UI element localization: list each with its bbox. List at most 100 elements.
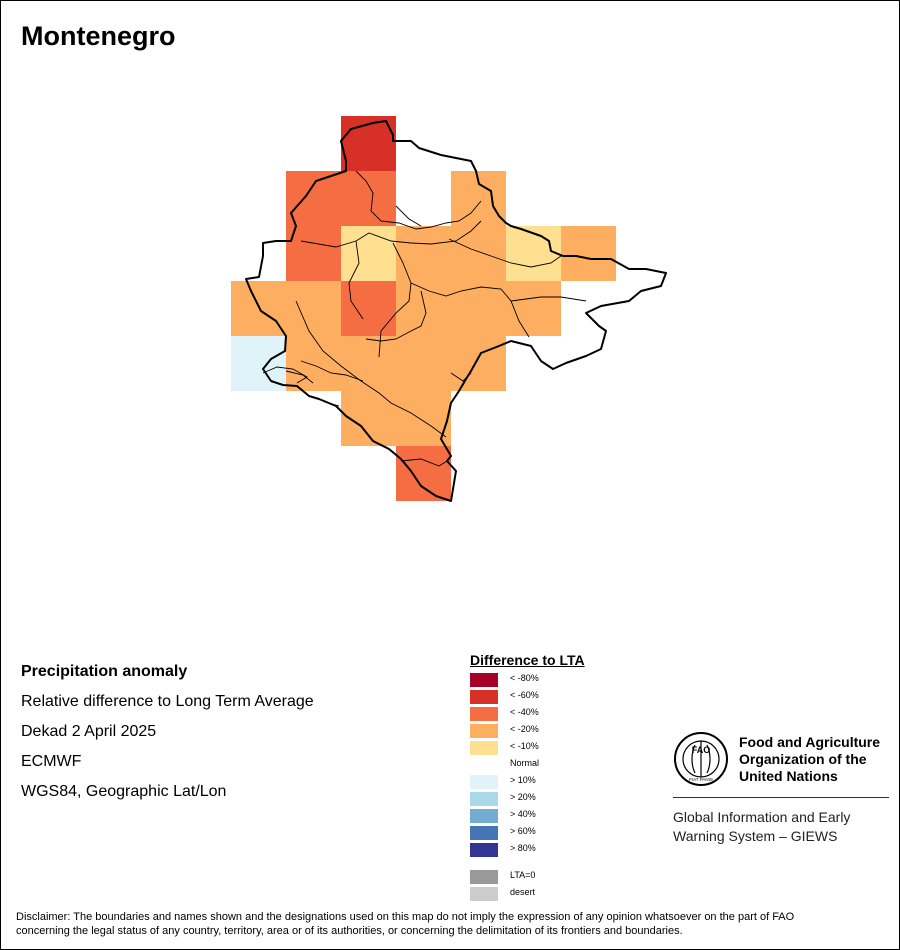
legend-title: Difference to LTA	[470, 652, 585, 668]
fao-logo-icon: FAO FIAT PANIS	[674, 732, 728, 786]
internal-boundary	[410, 282, 530, 338]
legend-item: < -40%	[470, 706, 670, 723]
grid-cell	[396, 281, 451, 336]
legend-label: LTA=0	[510, 870, 536, 880]
legend-item: > 80%	[470, 842, 670, 859]
legend-label: < -40%	[510, 707, 539, 717]
legend: Difference to LTA < -80% < -60% < -40% < -2…	[470, 652, 670, 903]
map-title: Montenegro	[21, 21, 176, 51]
disclaimer-line: Disclaimer: The boundaries and names sho…	[16, 911, 795, 923]
legend-swatch	[470, 690, 498, 704]
fao-name-line: Food and Agriculture	[739, 733, 881, 750]
fao-name-line: United Nations	[739, 767, 838, 784]
legend-label: Normal	[510, 758, 540, 768]
internal-boundary	[318, 398, 340, 407]
grid-cell	[341, 336, 396, 391]
legend-label: > 80%	[510, 843, 536, 853]
disclaimer: Disclaimer: The boundaries and names sho…	[16, 910, 886, 938]
grid-cell	[396, 336, 451, 391]
map-canvas	[231, 116, 667, 502]
legend-label: < -60%	[510, 690, 539, 700]
info-line: Relative difference to Long Term Average	[21, 693, 314, 710]
giews-line: Global Information and Early	[673, 809, 851, 825]
grid-cell	[286, 336, 341, 391]
giews-line: Warning System – GIEWS	[673, 828, 838, 844]
internal-boundary	[378, 242, 412, 358]
legend-swatch	[470, 724, 498, 738]
legend-item: > 20%	[470, 791, 670, 808]
grid-cell	[231, 336, 286, 391]
grid-cell	[231, 281, 286, 336]
fao-logo-text: FAO	[692, 745, 711, 755]
info-heading: Precipitation anomaly	[21, 663, 188, 680]
legend-item: < -20%	[470, 723, 670, 740]
legend-label: > 10%	[510, 775, 536, 785]
legend-swatch	[470, 707, 498, 721]
grid-cell	[341, 226, 396, 281]
grid-cell	[451, 336, 506, 391]
grid-cell	[286, 171, 341, 226]
legend-swatch	[470, 775, 498, 789]
internal-boundary	[450, 372, 472, 382]
grid-cell	[286, 226, 341, 281]
internal-boundary	[300, 220, 482, 248]
legend-label: > 40%	[510, 809, 536, 819]
legend-swatch	[470, 809, 498, 823]
anomaly-grid	[231, 116, 616, 501]
legend-item: < -80%	[470, 672, 670, 689]
fao-branding: FAO FIAT PANIS Food and Agriculture Orga…	[673, 731, 889, 846]
info-line: ECMWF	[21, 753, 82, 770]
legend-rows: < -80% < -60% < -40% < -20% < -10% Normal > 10…	[470, 672, 670, 903]
legend-label: desert	[510, 887, 536, 897]
grid-cell	[451, 281, 506, 336]
legend-swatch	[470, 887, 498, 901]
legend-label: > 60%	[510, 826, 536, 836]
internal-boundary	[395, 205, 422, 227]
legend-label: < -10%	[510, 741, 539, 751]
info-line: Dekad 2 April 2025	[21, 723, 157, 740]
legend-swatch	[470, 741, 498, 755]
legend-swatch	[470, 843, 498, 857]
country-boundary	[245, 120, 667, 502]
fao-name-line: Organization of the	[739, 750, 867, 767]
fao-logo-motto: FIAT PANIS	[689, 777, 713, 782]
grid-cell	[561, 226, 616, 281]
internal-boundary	[348, 240, 364, 320]
giews-name: Global Information and Early Warning Sys…	[673, 808, 889, 846]
legend-swatch	[470, 826, 498, 840]
map-info: Precipitation anomaly Relative differenc…	[21, 657, 314, 807]
legend-item: > 60%	[470, 825, 670, 842]
legend-item: > 40%	[470, 808, 670, 825]
internal-boundary	[355, 170, 482, 230]
boundaries	[245, 120, 667, 502]
grid-cell	[506, 226, 561, 281]
legend-label: < -80%	[510, 673, 539, 683]
info-line: WGS84, Geographic Lat/Lon	[21, 783, 227, 800]
internal-boundary	[295, 300, 447, 438]
internal-boundary	[510, 296, 587, 302]
fao-divider	[673, 797, 889, 798]
legend-item: desert	[470, 886, 670, 903]
legend-label: < -20%	[510, 724, 539, 734]
legend-label: > 20%	[510, 792, 536, 802]
grid-cell	[451, 226, 506, 281]
coastline-bay	[262, 366, 308, 384]
internal-boundary	[448, 238, 562, 268]
grid-cell	[341, 171, 396, 226]
legend-item: < -10%	[470, 740, 670, 757]
grid-cell	[396, 391, 451, 446]
legend-item: Normal	[470, 757, 670, 774]
grid-cell	[506, 281, 561, 336]
grid-cell	[396, 226, 451, 281]
legend-swatch	[470, 673, 498, 687]
legend-item: < -60%	[470, 689, 670, 706]
internal-boundary	[400, 458, 448, 467]
grid-cell	[286, 281, 341, 336]
legend-item: > 10%	[470, 774, 670, 791]
disclaimer-line: concerning the legal status of any count…	[16, 925, 683, 937]
internal-boundary	[365, 290, 427, 342]
grid-cell	[396, 446, 451, 501]
internal-boundary	[300, 360, 364, 382]
legend-swatch	[470, 870, 498, 884]
